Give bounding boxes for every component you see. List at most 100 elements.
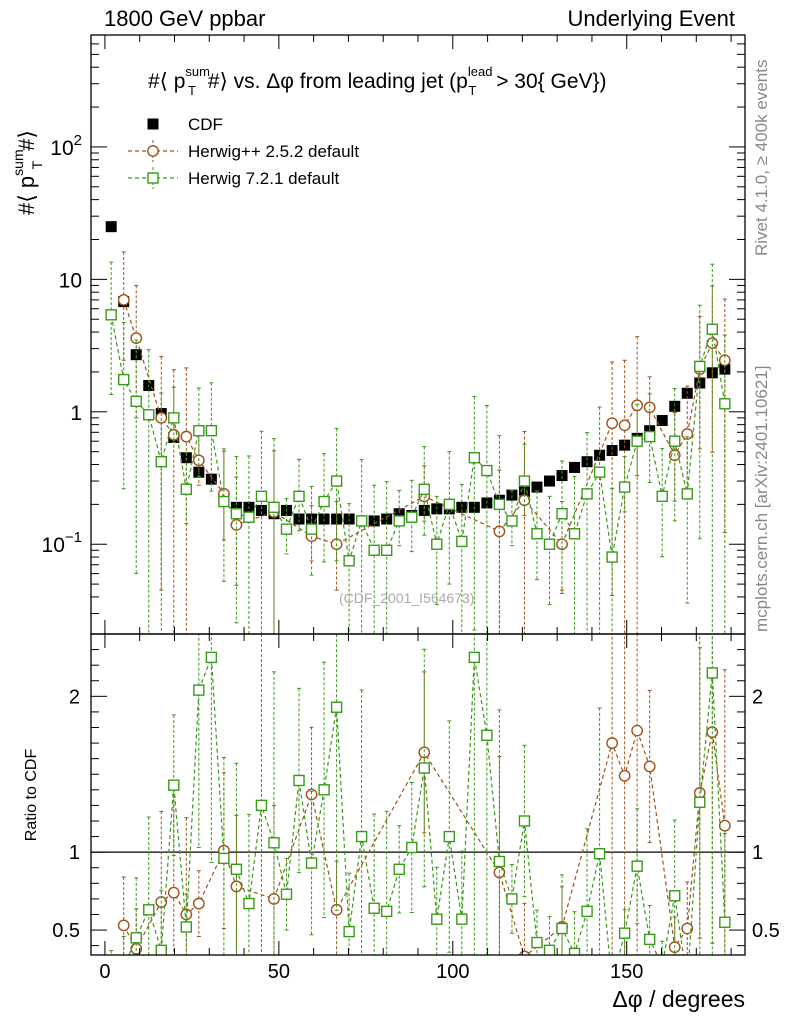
data-point [593, 466, 606, 478]
data-point [143, 409, 155, 421]
ratio-point [318, 784, 330, 796]
ratio-tick-label-right: 2 [752, 686, 763, 708]
data-point [681, 488, 693, 500]
ratio-point [568, 947, 581, 955]
ratio-point [305, 788, 318, 801]
ratio-point [706, 667, 718, 679]
data-point [393, 508, 405, 520]
ratio-point [606, 737, 619, 749]
ratio-point [343, 925, 355, 938]
data-point [280, 523, 293, 535]
data-point [330, 475, 343, 487]
ratio-point [631, 724, 644, 737]
data-point [569, 461, 581, 473]
ratio-point [531, 936, 543, 949]
ratio-point [230, 863, 243, 875]
ratio-point [143, 904, 155, 916]
data-point [556, 470, 568, 482]
data-point [380, 544, 393, 556]
data-point [117, 373, 130, 386]
data-point [669, 435, 681, 447]
ratio-point [230, 880, 243, 893]
ratio-tick-label-left: 1 [69, 842, 80, 864]
ratio-point [255, 799, 268, 812]
data-point [243, 511, 255, 523]
ratio-point [694, 796, 706, 808]
x-axis-label: Δφ / degrees [612, 986, 745, 1012]
header-right: Underlying Event [567, 6, 735, 31]
data-point [619, 439, 631, 451]
data-point [105, 309, 117, 321]
data-point [230, 508, 243, 520]
ratio-panel-marks [91, 634, 745, 972]
ratio-point [418, 762, 430, 774]
data-point [456, 501, 468, 513]
legend-marker [147, 145, 159, 157]
ratio-point [119, 962, 129, 972]
legend: CDF Herwig++ 2.5.2 default Herwig 7.2.1 de… [128, 115, 359, 189]
data-point [543, 475, 555, 487]
ratio-point [393, 863, 405, 875]
data-point [205, 424, 218, 437]
data-point [443, 498, 456, 511]
data-point [180, 483, 193, 495]
ratio-point [718, 819, 731, 832]
data-point [556, 538, 568, 551]
ratio-point [130, 932, 142, 944]
data-point [105, 221, 117, 233]
ratio-point [368, 902, 380, 914]
data-point [355, 515, 368, 527]
ratio-point [305, 857, 318, 869]
ratio-tick-label-left: 2 [69, 686, 80, 708]
legend-marker [147, 172, 159, 184]
data-point [230, 518, 243, 531]
data-point [218, 495, 230, 508]
ratio-point [355, 830, 368, 843]
data-point [631, 435, 643, 447]
data-point [706, 323, 718, 335]
ratio-point [205, 651, 218, 664]
series-line-2 [110, 314, 726, 561]
ratio-point [631, 860, 643, 872]
data-point [606, 417, 619, 430]
data-point [694, 360, 706, 373]
main-panel-marks [105, 221, 731, 634]
data-point [656, 490, 668, 503]
axes: 0 50 100 150 Δφ / degrees 10−1 1 10 102 0.5 0.5 1 1 2… [10, 34, 780, 1012]
data-point [531, 481, 543, 493]
y-tick-label: 1 [70, 402, 82, 425]
ratio-point [493, 855, 506, 868]
ratio-point [293, 774, 305, 787]
ratio-tick-label-right: 1 [752, 842, 763, 864]
data-point [481, 464, 493, 477]
ratio-point [556, 922, 568, 935]
data-point [643, 401, 656, 414]
legend-marker [147, 118, 159, 130]
y-tick-label: 10−1 [42, 529, 82, 557]
ratio-point [192, 897, 205, 910]
data-point [393, 515, 405, 527]
ratio-point [380, 905, 393, 918]
data-point [180, 430, 193, 443]
y-tick-label: 102 [50, 132, 82, 160]
ratio-point [543, 944, 556, 955]
legend-label: Herwig 7.2.1 default [188, 169, 339, 188]
data-point [268, 501, 280, 514]
ratio-point [593, 848, 606, 860]
data-point [556, 508, 568, 520]
ratio-point [618, 927, 631, 939]
y-tick-label: 10 [59, 269, 82, 292]
chart-title: #⟨ psum T #⟩ vs. Δφ from leading jet (plea… [148, 64, 607, 98]
ratio-point [657, 961, 667, 971]
ratio-point [330, 701, 343, 713]
ratio-point [268, 837, 280, 849]
x-tick-label: 0 [99, 961, 110, 983]
data-point [255, 490, 268, 503]
data-point [318, 495, 330, 508]
data-point [418, 504, 430, 516]
ratio-point [418, 746, 431, 759]
data-point [594, 449, 606, 461]
data-point [368, 544, 380, 556]
y-axis-label: #⟨ psum T#⟩ [10, 130, 45, 215]
data-point [117, 293, 130, 306]
